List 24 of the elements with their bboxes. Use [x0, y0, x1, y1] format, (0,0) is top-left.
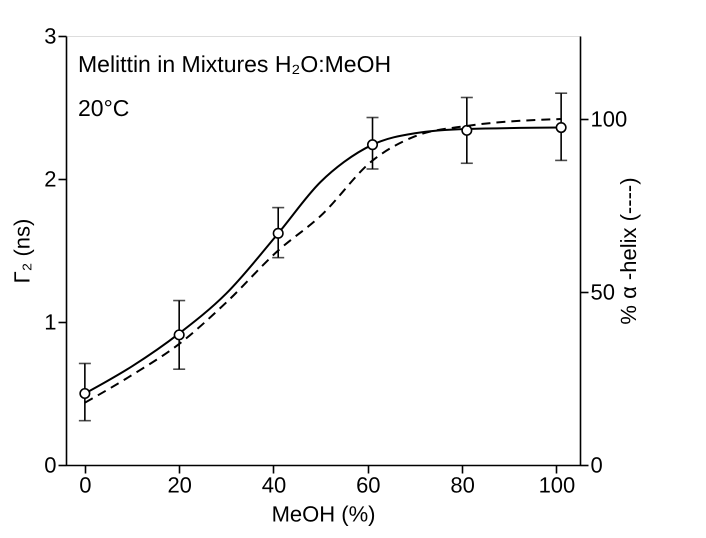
point: [79, 388, 90, 400]
point: [556, 122, 567, 134]
y2-axis-title: % α -helix (----): [616, 177, 642, 325]
x-tick-label: 40: [262, 472, 286, 498]
y2-tick-label: 50: [590, 280, 615, 305]
y-tick-label: 1: [44, 310, 56, 334]
y2-tick-label: 100: [590, 106, 628, 132]
y-tick-label: 0: [44, 452, 56, 478]
annotation: Melittin in Mixtures H₂O:MeOH: [78, 51, 392, 77]
x-tick-label: 20: [167, 472, 192, 498]
x-tick-label: 0: [79, 472, 92, 498]
y-tick-label: 2: [44, 166, 56, 192]
y2-tick-label: 0: [590, 452, 603, 478]
x-axis-title: MeOH (%): [272, 502, 376, 526]
x-tick-label: 60: [356, 472, 381, 498]
x-tick-label: 100: [538, 472, 576, 498]
point: [461, 124, 472, 136]
annotation: 20°C: [78, 95, 130, 121]
y-tick-label: 3: [44, 24, 56, 48]
x-tick-label: 80: [450, 472, 475, 498]
point: [366, 139, 378, 150]
point: [272, 228, 284, 239]
point: [174, 329, 185, 340]
y-axis-title: Γ₂ (ns): [9, 218, 34, 284]
